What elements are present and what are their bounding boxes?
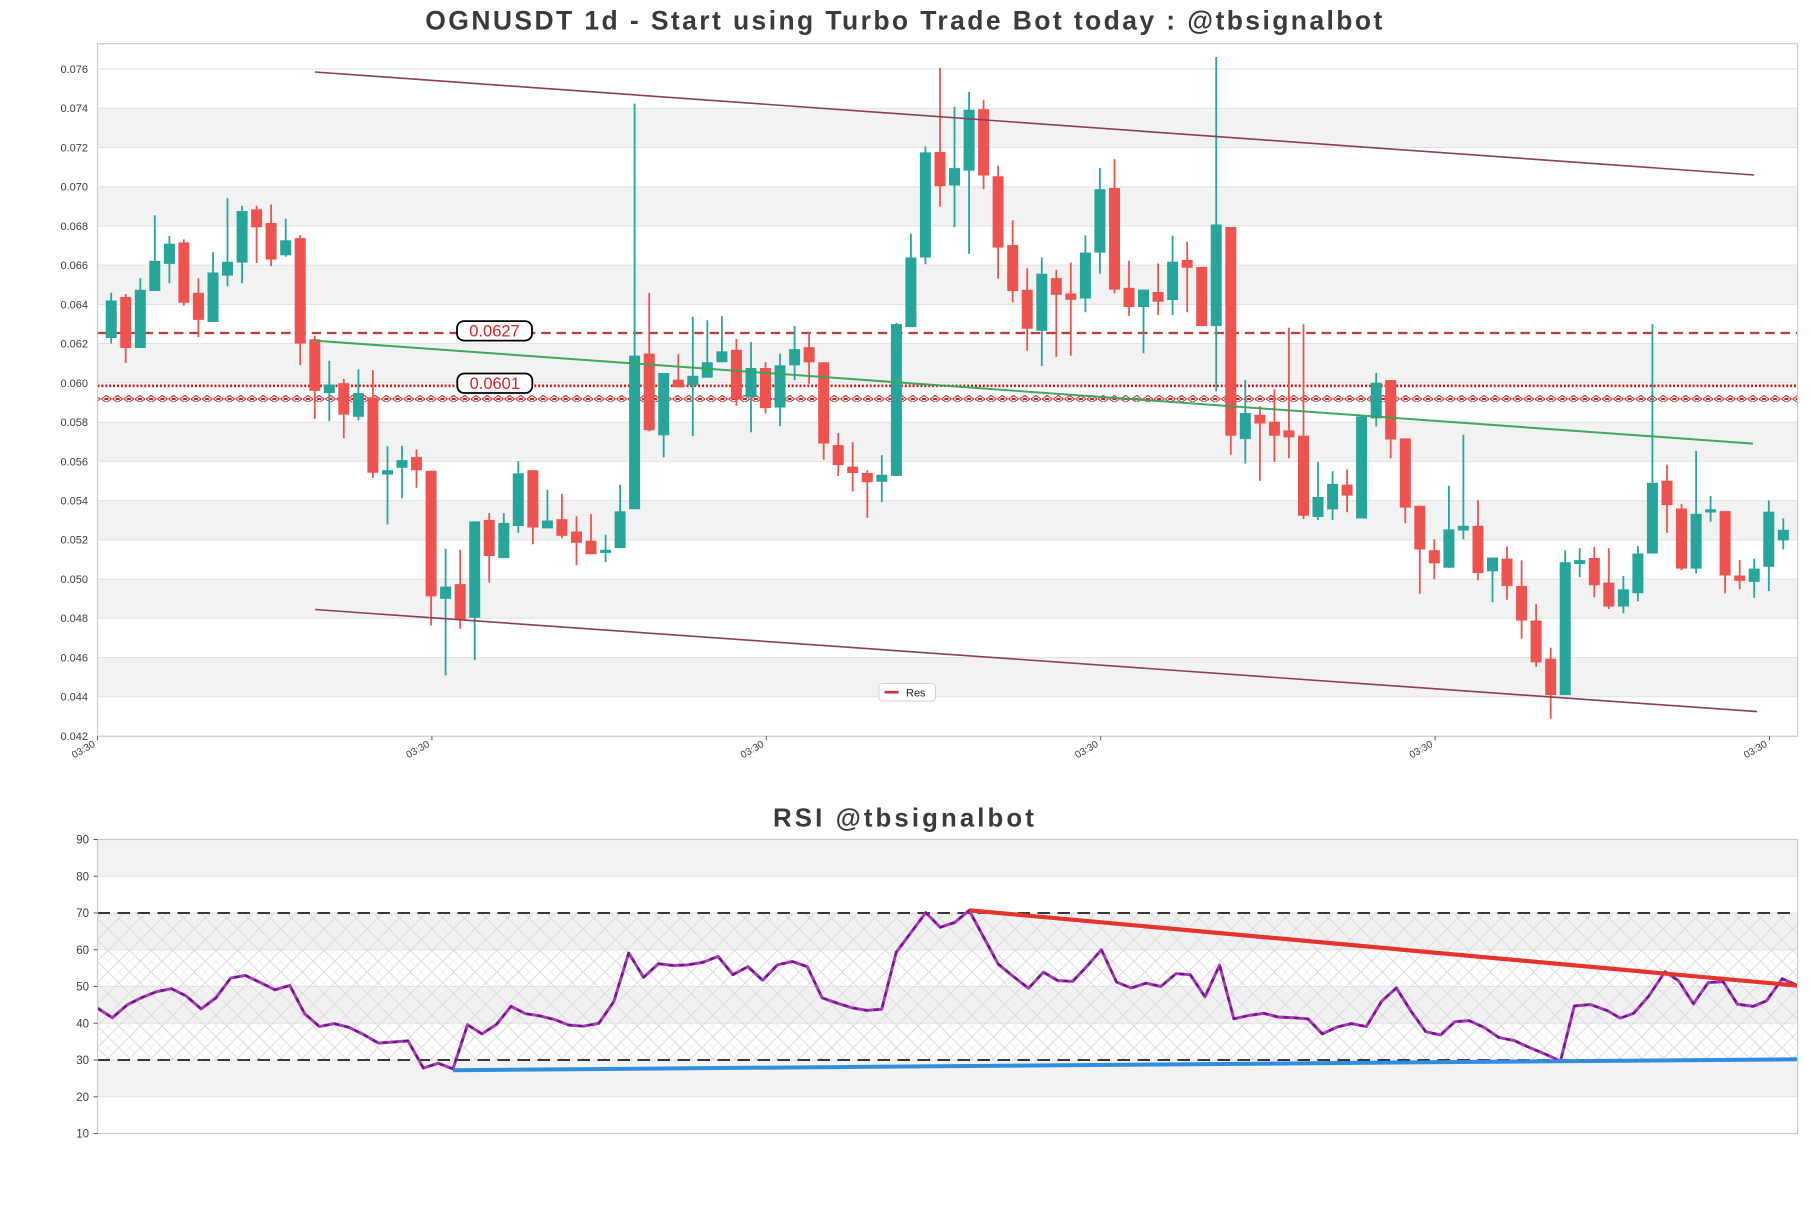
svg-text:0.052: 0.052 (60, 535, 88, 547)
svg-text:0.060: 0.060 (60, 378, 88, 390)
svg-text:0.048: 0.048 (60, 613, 88, 625)
svg-text:0.074: 0.074 (60, 103, 88, 115)
svg-text:0.070: 0.070 (60, 182, 88, 194)
svg-text:0.066: 0.066 (60, 260, 88, 272)
svg-text:0.050: 0.050 (60, 574, 88, 586)
svg-text:RSI @tbsignalbot: RSI @tbsignalbot (773, 805, 1037, 833)
svg-text:0.056: 0.056 (60, 456, 88, 468)
svg-text:0.0601: 0.0601 (470, 375, 520, 393)
svg-text:0.072: 0.072 (60, 142, 88, 154)
svg-text:90: 90 (76, 835, 89, 847)
svg-text:80: 80 (76, 871, 89, 883)
svg-text:0.076: 0.076 (60, 64, 88, 76)
svg-text:40: 40 (76, 1018, 89, 1030)
svg-text:20: 20 (76, 1092, 89, 1104)
svg-text:0.044: 0.044 (60, 692, 88, 704)
svg-text:Res: Res (906, 687, 926, 699)
svg-text:30: 30 (76, 1055, 89, 1067)
svg-text:0.046: 0.046 (60, 652, 88, 664)
svg-text:0.042: 0.042 (60, 731, 88, 743)
svg-text:0.062: 0.062 (60, 339, 88, 351)
svg-text:OGNUSDT 1d - Start using Turbo: OGNUSDT 1d - Start using Turbo Trade Bot… (425, 5, 1384, 35)
svg-text:10: 10 (76, 1129, 89, 1141)
svg-text:0.0627: 0.0627 (469, 322, 519, 340)
svg-text:0.064: 0.064 (60, 299, 88, 311)
svg-text:0.058: 0.058 (60, 417, 88, 429)
svg-text:60: 60 (76, 945, 89, 957)
svg-text:50: 50 (76, 982, 89, 994)
svg-text:0.054: 0.054 (60, 496, 88, 508)
svg-text:70: 70 (76, 908, 89, 920)
svg-text:0.068: 0.068 (60, 221, 88, 233)
